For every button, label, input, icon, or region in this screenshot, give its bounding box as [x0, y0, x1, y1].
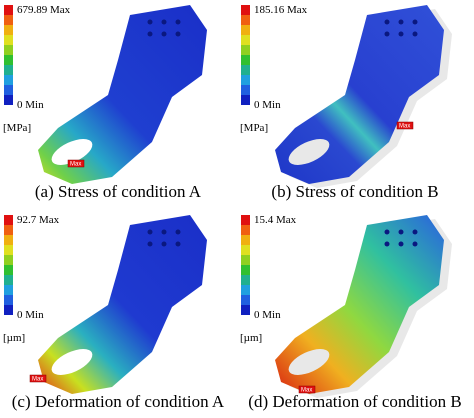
- bolt-hole: [384, 241, 390, 247]
- legend-band: [4, 85, 13, 95]
- bolt-hole: [384, 19, 390, 25]
- bolt-hole: [412, 19, 418, 25]
- legend-band: [241, 265, 250, 275]
- max-marker: [67, 159, 85, 168]
- legend-band: [241, 255, 250, 265]
- bolt-hole: [175, 241, 181, 247]
- legend-band: [241, 5, 250, 15]
- legend-min: 0 Min: [17, 99, 44, 111]
- legend-min: 0 Min: [17, 309, 44, 321]
- legend-band: [4, 35, 13, 45]
- caption: (a) Stress of condition A: [35, 182, 202, 201]
- bolt-hole: [175, 31, 181, 37]
- legend-unit: [MPa]: [3, 122, 31, 134]
- max-marker-label: Max: [70, 162, 81, 168]
- legend-band: [4, 275, 13, 285]
- legend-band: [4, 55, 13, 65]
- legend-max: 15.4 Max: [254, 214, 297, 226]
- panel: 679.89 Max 0 Min [MPa] Max (a) Stress of con…: [3, 4, 207, 201]
- legend-max: 92.7 Max: [17, 214, 60, 226]
- legend-band: [4, 245, 13, 255]
- legend-band: [4, 305, 13, 315]
- bolt-hole: [161, 229, 167, 235]
- legend-unit: [µm]: [240, 332, 262, 344]
- legend-band: [4, 255, 13, 265]
- legend-band: [4, 215, 13, 225]
- max-marker-label: Max: [32, 377, 43, 383]
- bolt-hole: [147, 19, 153, 25]
- ring-hole: [51, 349, 93, 375]
- bolt-hole: [147, 31, 153, 37]
- legend-band: [241, 305, 250, 315]
- panel: 15.4 Max 0 Min [µm] Max(d) Deformation of c…: [240, 214, 462, 411]
- legend-band: [4, 5, 13, 15]
- legend-band: [241, 85, 250, 95]
- bolt-hole: [147, 229, 153, 235]
- legend-band: [4, 45, 13, 55]
- bolt-hole: [412, 229, 418, 235]
- max-marker: [298, 385, 316, 394]
- legend-band: [241, 65, 250, 75]
- legend-band: [4, 285, 13, 295]
- legend-band: [241, 235, 250, 245]
- panel: 185.16 Max 0 Min [MPa] Max (b) Stress of con…: [240, 4, 452, 201]
- bolt-hole: [412, 31, 418, 37]
- bolt-hole: [161, 31, 167, 37]
- legend-band: [241, 245, 250, 255]
- legend-band: [241, 275, 250, 285]
- caption: (b) Stress of condition B: [271, 182, 438, 201]
- bolt-hole: [398, 19, 404, 25]
- legend-max: 679.89 Max: [17, 4, 71, 16]
- legend-band: [4, 265, 13, 275]
- legend-band: [241, 25, 250, 35]
- legend-band: [4, 15, 13, 25]
- legend-min: 0 Min: [254, 309, 281, 321]
- legend-unit: [µm]: [3, 332, 25, 344]
- legend-band: [4, 95, 13, 105]
- bolt-hole: [398, 31, 404, 37]
- max-marker-label: Max: [399, 124, 410, 130]
- legend-band: [241, 45, 250, 55]
- caption: (c) Deformation of condition A: [12, 392, 225, 411]
- ring-hole: [288, 349, 330, 375]
- panel: 92.7 Max 0 Min [µm] Max (c) Deformation of c…: [3, 214, 225, 411]
- legend-band: [4, 295, 13, 305]
- bolt-hole: [175, 19, 181, 25]
- bolt-hole: [398, 241, 404, 247]
- legend-min: 0 Min: [254, 99, 281, 111]
- bolt-hole: [175, 229, 181, 235]
- legend-band: [241, 95, 250, 105]
- legend-unit: [MPa]: [240, 122, 268, 134]
- legend-band: [241, 285, 250, 295]
- bolt-hole: [384, 229, 390, 235]
- bolt-hole: [384, 31, 390, 37]
- caption: (d) Deformation of condition B: [248, 392, 461, 411]
- legend-band: [4, 225, 13, 235]
- legend-band: [241, 15, 250, 25]
- ring-hole: [51, 139, 93, 165]
- max-marker: [396, 121, 414, 130]
- legend-band: [241, 35, 250, 45]
- bolt-hole: [161, 19, 167, 25]
- ring-hole: [288, 139, 330, 165]
- legend-band: [241, 215, 250, 225]
- bolt-hole: [398, 229, 404, 235]
- max-marker: [29, 374, 47, 383]
- legend-max: 185.16 Max: [254, 4, 308, 16]
- bolt-hole: [412, 241, 418, 247]
- max-marker-label: Max: [301, 388, 312, 394]
- legend-band: [241, 295, 250, 305]
- legend-band: [4, 235, 13, 245]
- legend-band: [4, 25, 13, 35]
- legend-band: [241, 75, 250, 85]
- legend-band: [4, 65, 13, 75]
- legend-band: [4, 75, 13, 85]
- legend-band: [241, 55, 250, 65]
- bolt-hole: [161, 241, 167, 247]
- bolt-hole: [147, 241, 153, 247]
- legend-band: [241, 225, 250, 235]
